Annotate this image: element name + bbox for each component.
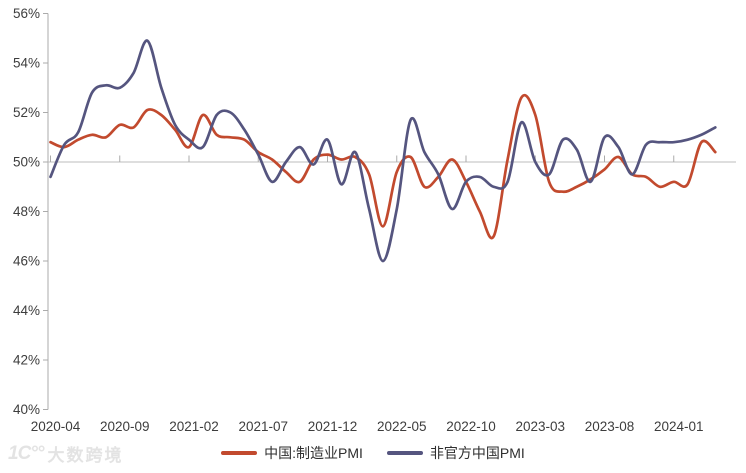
- legend-label-unofficial-pmi: 非官方中国PMI: [429, 445, 525, 461]
- x-axis-tick-label: 2021-12: [308, 419, 358, 434]
- legend-item-unofficial-pmi: 非官方中国PMI: [386, 445, 525, 461]
- y-axis-tick-label: 40%: [13, 402, 40, 417]
- watermark-logo-icon: 1C°°: [8, 442, 44, 464]
- watermark: 1C°° 大数跨境: [8, 441, 123, 466]
- x-axis-tick-label: 2020-04: [31, 419, 81, 434]
- x-axis-tick-label: 2021-02: [169, 419, 219, 434]
- x-axis-tick-label: 2022-05: [377, 419, 427, 434]
- y-axis-tick-label: 42%: [13, 353, 40, 368]
- legend-swatch-unofficial-pmi: [386, 451, 423, 455]
- legend-label-official-pmi: 中国:制造业PMI: [264, 445, 363, 461]
- legend-swatch-official-pmi: [221, 451, 258, 455]
- line-unofficial-china-pmi: [49, 39, 717, 263]
- x-axis-tick-label: 2023-08: [585, 419, 635, 434]
- x-axis-tick-label: 2021-07: [238, 419, 288, 434]
- watermark-brand-text: 大数跨境: [47, 446, 124, 465]
- y-axis-tick-label: 44%: [13, 303, 40, 318]
- line-official-china-pmi: [49, 93, 717, 240]
- x-axis-tick-label: 2020-09: [100, 419, 150, 434]
- x-axis-tick-label: 2022-10: [446, 419, 496, 434]
- legend-item-official-pmi: 中国:制造业PMI: [221, 446, 363, 460]
- legend: 中国:制造业PMI 非官方中国PMI: [0, 446, 746, 460]
- y-axis-tick-label: 46%: [13, 254, 40, 269]
- x-axis-tick-label: 2023-03: [515, 419, 565, 434]
- y-axis-tick-label: 48%: [13, 204, 40, 219]
- y-axis-tick-label: 52%: [13, 105, 40, 120]
- x-axis-tick-label: 2024-01: [654, 419, 704, 434]
- y-axis-tick-label: 54%: [13, 56, 40, 71]
- y-axis-tick-label: 56%: [13, 6, 40, 21]
- y-axis-tick-label: 50%: [13, 155, 40, 170]
